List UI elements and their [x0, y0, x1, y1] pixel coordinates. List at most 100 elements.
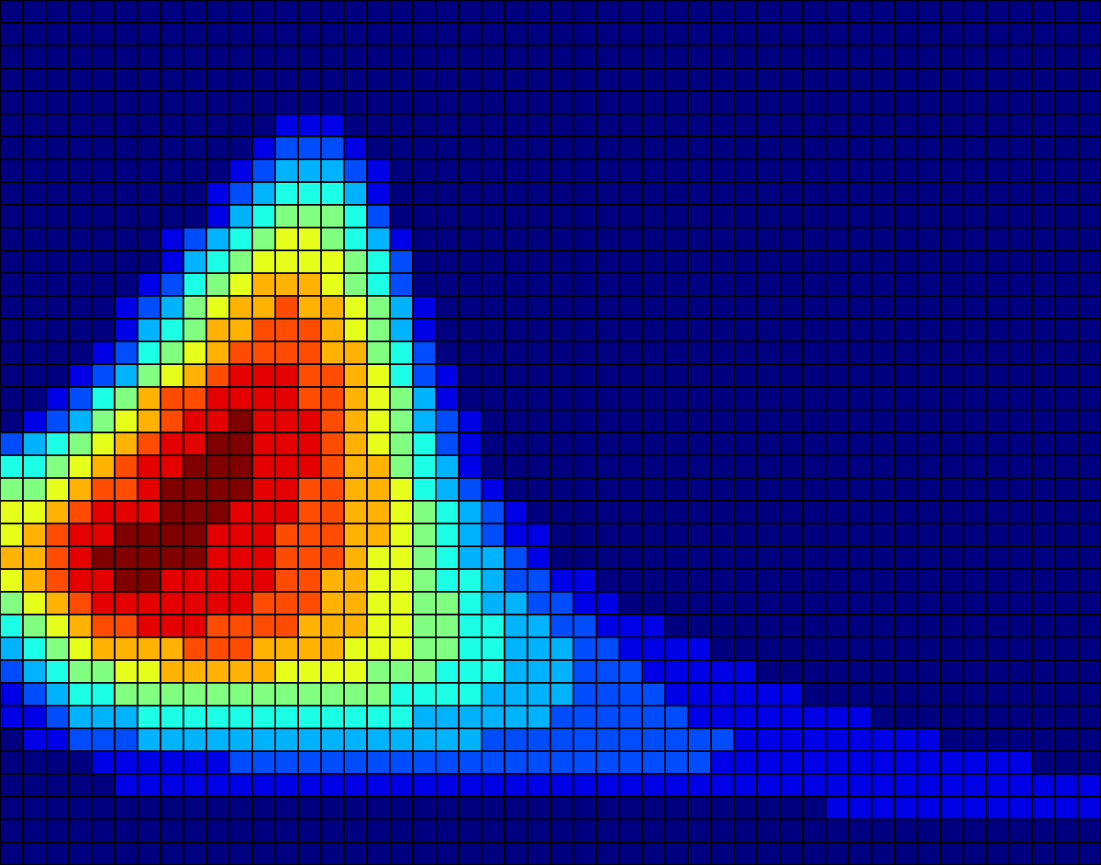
heat-cell [457, 773, 483, 798]
heat-cell [435, 795, 460, 821]
heat-cell [733, 727, 758, 752]
heat-cell [710, 636, 735, 661]
heat-cell [802, 317, 827, 343]
heat-cell [710, 226, 735, 252]
heat-cell [0, 135, 24, 161]
heat-cell [916, 90, 942, 115]
heat-cell [389, 841, 414, 865]
heat-cell [756, 249, 781, 274]
heat-cell [45, 727, 70, 752]
heat-cell [457, 226, 483, 252]
heat-cell [939, 317, 965, 343]
heat-cell [113, 67, 139, 92]
heat-cell [113, 0, 139, 24]
heat-cell [480, 727, 506, 752]
heat-cell [435, 272, 460, 297]
heat-cell [1008, 818, 1033, 844]
heat-cell [985, 340, 1011, 366]
heat-cell [1031, 44, 1056, 70]
heat-cell [68, 21, 93, 47]
heat-cell [480, 44, 506, 70]
heat-cell [962, 454, 988, 479]
heat-cell [0, 454, 24, 479]
heat-cell [1054, 317, 1079, 343]
heat-cell [251, 226, 277, 252]
heat-cell [962, 591, 988, 616]
heat-cell [297, 591, 322, 616]
heat-cell [68, 363, 93, 388]
heat-cell [572, 44, 598, 70]
heat-cell [916, 21, 942, 47]
heat-cell [779, 408, 804, 434]
heat-cell [641, 67, 666, 92]
heat-cell [68, 44, 93, 70]
heat-cell [1077, 591, 1101, 616]
heat-cell [824, 0, 850, 24]
heat-cell [1031, 659, 1056, 684]
heat-cell [962, 90, 988, 115]
heat-cell [412, 773, 437, 798]
heat-cell [962, 21, 988, 47]
heat-cell [343, 408, 368, 434]
heat-cell [228, 704, 254, 730]
heat-cell [641, 773, 666, 798]
heat-cell [824, 499, 850, 525]
heat-cell [1031, 454, 1056, 479]
heat-cell [939, 386, 965, 411]
heat-cell [205, 226, 231, 252]
heat-cell [802, 431, 827, 457]
heat-cell [274, 795, 299, 821]
heat-cell [412, 408, 437, 434]
heat-cell [45, 272, 70, 297]
heat-cell [847, 522, 873, 548]
heat-cell [457, 363, 483, 388]
heat-cell [939, 249, 965, 274]
heat-cell [1077, 386, 1101, 411]
heat-cell [1077, 841, 1101, 865]
heat-cell [893, 158, 919, 183]
heat-cell [595, 659, 621, 684]
heat-cell [893, 659, 919, 684]
heat-cell [870, 363, 896, 388]
heat-cell [90, 841, 116, 865]
heat-cell [389, 249, 414, 274]
heat-cell [22, 90, 47, 115]
heat-cell [664, 591, 689, 616]
heat-cell [22, 773, 47, 798]
heat-cell [985, 113, 1011, 138]
heat-cell [962, 363, 988, 388]
heat-cell [366, 682, 391, 707]
heat-cell [526, 499, 552, 525]
heat-cell [1031, 67, 1056, 92]
heat-cell [0, 340, 24, 366]
heat-cell [893, 522, 919, 548]
heat-cell [962, 226, 988, 252]
heat-cell [251, 522, 277, 548]
heat-cell [297, 818, 322, 844]
heat-cell [1008, 158, 1033, 183]
heat-cell [366, 272, 391, 297]
heat-cell [641, 317, 666, 343]
heat-cell [641, 477, 666, 502]
heat-cell [159, 272, 185, 297]
heat-cell [824, 44, 850, 70]
heat-cell [113, 636, 139, 661]
heat-cell [113, 90, 139, 115]
heat-cell [572, 386, 598, 411]
heat-cell [756, 67, 781, 92]
heat-cell [251, 682, 277, 707]
heat-cell [1008, 181, 1033, 206]
heat-cell [274, 340, 299, 366]
heat-cell [595, 386, 621, 411]
heat-cell [526, 113, 552, 138]
heat-cell [710, 21, 735, 47]
heat-cell [893, 67, 919, 92]
heat-cell [1031, 340, 1056, 366]
heat-cell [1054, 113, 1079, 138]
heat-cell [274, 272, 299, 297]
heat-cell [549, 0, 575, 24]
heat-cell [136, 454, 162, 479]
heat-cell [366, 21, 391, 47]
heat-cell [343, 818, 368, 844]
heat-cell [68, 317, 93, 343]
